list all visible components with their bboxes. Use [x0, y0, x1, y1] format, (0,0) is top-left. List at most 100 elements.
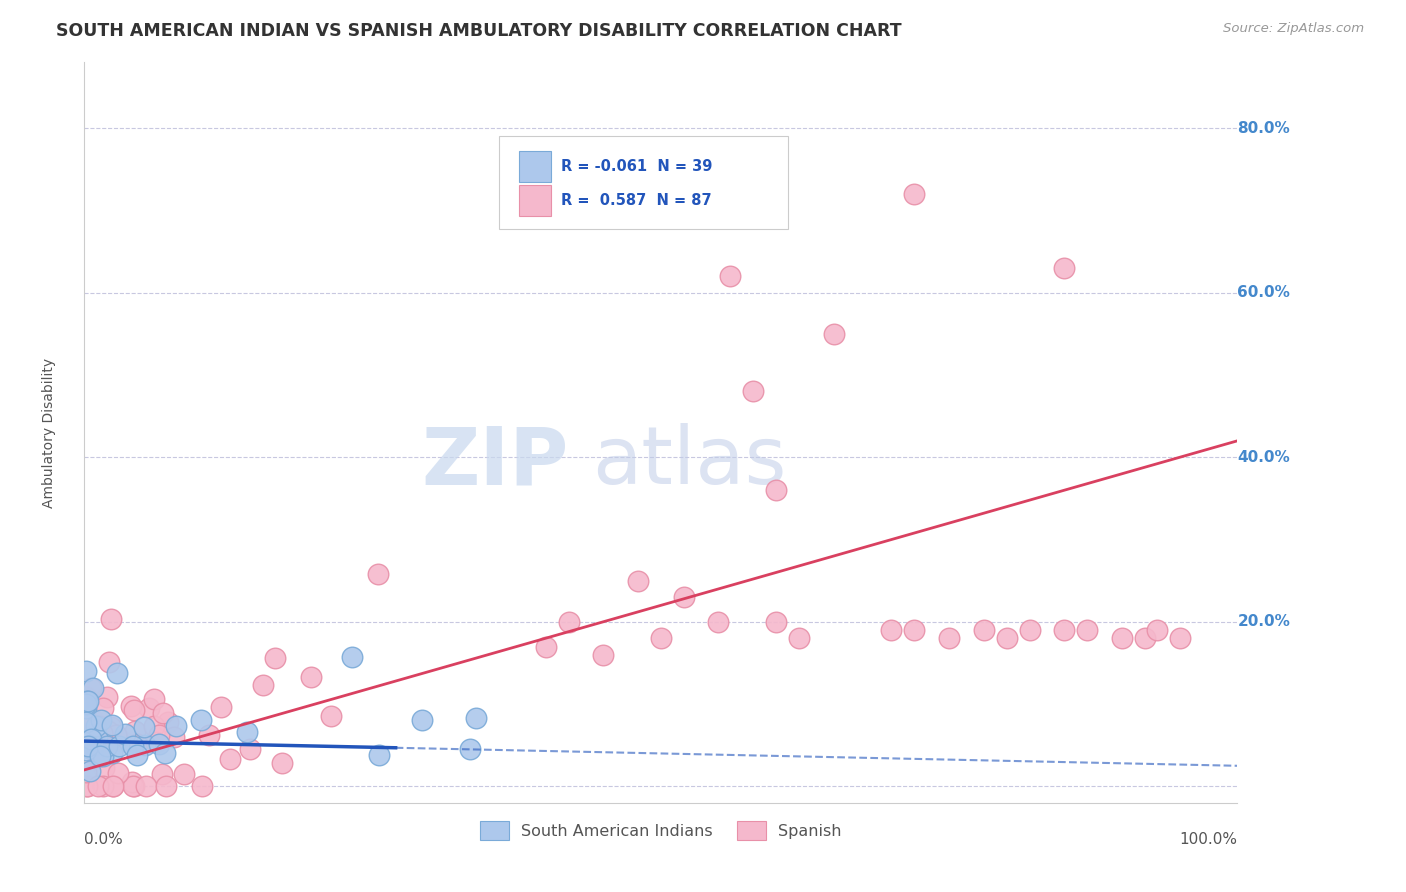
Point	[707, 615, 730, 629]
Point	[1133, 632, 1156, 646]
Point	[127, 737, 149, 751]
Point	[592, 648, 614, 662]
Point	[76, 694, 98, 708]
Point	[880, 623, 903, 637]
Point	[121, 774, 143, 789]
Point	[76, 694, 98, 708]
Point	[145, 735, 167, 749]
Text: R = -0.061  N = 39: R = -0.061 N = 39	[561, 159, 711, 174]
Point	[101, 779, 124, 793]
Point	[90, 736, 112, 750]
Point	[105, 666, 128, 681]
Point	[264, 651, 287, 665]
Text: 0.0%: 0.0%	[84, 832, 124, 847]
Point	[93, 761, 115, 775]
Point	[104, 727, 127, 741]
Point	[134, 738, 156, 752]
Point	[108, 739, 131, 754]
Point	[163, 730, 186, 744]
Text: atlas: atlas	[592, 423, 786, 501]
Point	[121, 739, 143, 754]
Point	[75, 701, 97, 715]
Point	[148, 737, 170, 751]
Point	[76, 739, 98, 753]
Point	[77, 714, 100, 729]
Text: 80.0%: 80.0%	[1237, 120, 1291, 136]
Point	[75, 690, 97, 704]
Point	[1018, 623, 1040, 637]
Point	[321, 709, 343, 723]
Point	[101, 718, 124, 732]
Point	[120, 699, 142, 714]
Point	[98, 655, 121, 669]
FancyBboxPatch shape	[499, 136, 787, 229]
Point	[236, 725, 259, 739]
Text: 60.0%: 60.0%	[1237, 285, 1291, 301]
Point	[96, 690, 118, 705]
Point	[75, 765, 97, 780]
Point	[122, 779, 145, 793]
Text: 100.0%: 100.0%	[1180, 832, 1237, 847]
Point	[534, 640, 557, 654]
Point	[557, 615, 579, 629]
Point	[83, 740, 105, 755]
Point	[191, 779, 214, 793]
Point	[132, 720, 155, 734]
Point	[152, 706, 174, 720]
Point	[148, 728, 170, 742]
Point	[742, 384, 765, 399]
Point	[1053, 261, 1076, 276]
Point	[75, 714, 97, 729]
Point	[91, 725, 114, 739]
Text: Ambulatory Disability: Ambulatory Disability	[42, 358, 55, 508]
Point	[127, 747, 149, 762]
Point	[1053, 623, 1076, 637]
Point	[173, 766, 195, 780]
Point	[96, 739, 118, 753]
Point	[75, 697, 97, 711]
Point	[190, 714, 212, 728]
Point	[650, 632, 672, 646]
Point	[122, 704, 145, 718]
Point	[93, 733, 115, 747]
Point	[271, 756, 294, 771]
Text: SOUTH AMERICAN INDIAN VS SPANISH AMBULATORY DISABILITY CORRELATION CHART: SOUTH AMERICAN INDIAN VS SPANISH AMBULAT…	[56, 22, 901, 40]
Point	[903, 187, 925, 202]
Point	[165, 719, 187, 733]
Point	[153, 746, 176, 760]
Point	[135, 779, 157, 793]
Point	[90, 713, 112, 727]
Point	[91, 701, 114, 715]
Point	[142, 719, 165, 733]
Point	[75, 733, 97, 747]
Point	[82, 681, 104, 695]
Point	[367, 566, 389, 581]
Point	[787, 632, 810, 646]
Point	[239, 742, 262, 756]
Point	[82, 738, 104, 752]
Point	[155, 779, 177, 793]
Point	[80, 681, 103, 695]
Legend: South American Indians, Spanish: South American Indians, Spanish	[474, 814, 848, 847]
Point	[209, 699, 232, 714]
Point	[465, 711, 488, 725]
Point	[299, 670, 322, 684]
Point	[157, 715, 180, 730]
Point	[340, 649, 363, 664]
Point	[87, 719, 110, 733]
Point	[101, 747, 124, 761]
Point	[121, 779, 143, 793]
Point	[995, 632, 1018, 646]
Point	[627, 574, 650, 588]
Text: 20.0%: 20.0%	[1237, 615, 1291, 630]
Point	[718, 269, 741, 284]
Text: R =  0.587  N = 87: R = 0.587 N = 87	[561, 194, 711, 209]
Point	[103, 779, 125, 793]
Point	[1168, 632, 1191, 646]
Point	[903, 623, 925, 637]
Point	[765, 483, 787, 498]
Point	[84, 719, 107, 733]
Point	[91, 748, 114, 763]
Point	[86, 730, 108, 744]
Point	[76, 779, 98, 793]
